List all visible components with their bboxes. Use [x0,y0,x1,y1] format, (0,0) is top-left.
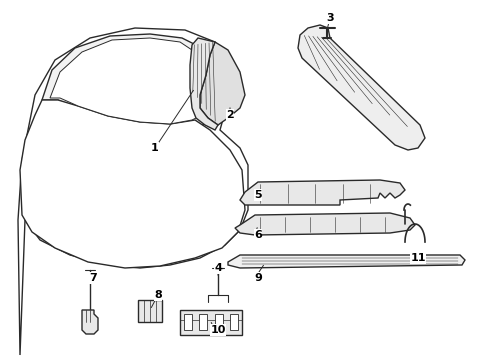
Text: 4: 4 [214,263,222,273]
Text: 3: 3 [326,13,334,23]
Text: 8: 8 [154,290,162,300]
Text: 6: 6 [254,230,262,240]
Polygon shape [184,314,192,330]
Text: 7: 7 [89,273,97,283]
Text: 2: 2 [226,110,234,120]
Polygon shape [215,314,222,330]
Text: 11: 11 [410,253,426,263]
Polygon shape [138,300,162,322]
Polygon shape [240,180,405,205]
Polygon shape [180,310,242,335]
Text: 9: 9 [254,273,262,283]
Polygon shape [20,100,245,268]
Polygon shape [82,310,98,334]
Polygon shape [199,314,207,330]
Polygon shape [235,213,415,235]
Text: 5: 5 [254,190,262,200]
Polygon shape [228,255,465,268]
Polygon shape [230,314,238,330]
Polygon shape [190,38,218,130]
Polygon shape [200,42,245,125]
Polygon shape [50,38,216,124]
Polygon shape [18,28,248,355]
Text: 1: 1 [151,143,159,153]
Polygon shape [42,34,228,130]
Text: 10: 10 [210,325,226,335]
Polygon shape [298,25,425,150]
